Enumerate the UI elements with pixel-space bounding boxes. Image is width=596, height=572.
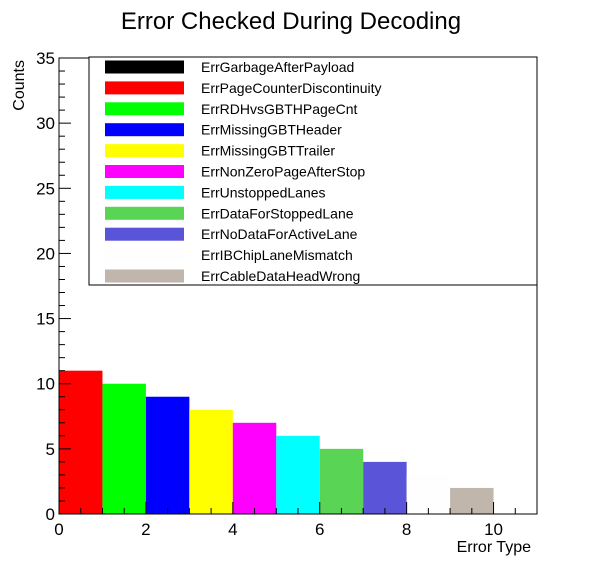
x-tick-label: 10 [484, 520, 503, 539]
legend-swatch [105, 81, 184, 94]
legend-label: ErrDataForStoppedLane [201, 205, 354, 221]
legend-label: ErrNonZeroPageAfterStop [201, 164, 365, 180]
bar-ErrMissingGBTHeader [146, 397, 189, 514]
bar-ErrNoDataForActiveLane [363, 462, 406, 514]
legend-label: ErrGarbageAfterPayload [201, 59, 354, 75]
bar-ErrRDHvsGBTHPageCnt [102, 384, 145, 514]
legend-swatch [105, 228, 184, 241]
x-tick-label: 6 [315, 520, 324, 539]
legend-swatch [105, 165, 184, 178]
legend-label: ErrMissingGBTHeader [201, 122, 342, 138]
legend-swatch [105, 61, 184, 74]
bar-ErrDataForStoppedLane [320, 449, 363, 514]
x-tick-label: 8 [402, 520, 411, 539]
y-axis-label: Counts [11, 60, 28, 111]
legend-swatch [105, 144, 184, 157]
legend-swatch [105, 102, 184, 115]
y-tick-label: 15 [36, 310, 55, 329]
x-axis-label: Error Type [457, 539, 532, 556]
y-tick-label: 5 [46, 440, 55, 459]
legend: ErrGarbageAfterPayload ErrPageCounterDisc… [89, 57, 537, 285]
x-tick-label: 2 [141, 520, 150, 539]
legend-swatch [105, 186, 184, 199]
legend-swatch [105, 249, 184, 262]
x-tick-label: 0 [54, 520, 63, 539]
y-tick-label: 25 [36, 179, 55, 198]
y-tick-label: 10 [36, 375, 55, 394]
bars-layer [59, 371, 494, 514]
legend-swatch [105, 123, 184, 136]
bar-ErrUnstoppedLanes [276, 436, 319, 514]
legend-label: ErrCableDataHeadWrong [201, 268, 360, 284]
bar-ErrPageCounterDiscontinuity [59, 371, 102, 514]
bar-ErrNonZeroPageAfterStop [233, 423, 276, 514]
chart-title: Error Checked During Decoding [121, 8, 461, 35]
y-tick-label: 20 [36, 244, 55, 263]
y-tick-label: 35 [36, 49, 55, 68]
legend-label: ErrIBChipLaneMismatch [201, 247, 353, 263]
legend-swatch [105, 270, 184, 283]
y-tick-label: 30 [36, 114, 55, 133]
legend-label: ErrUnstoppedLanes [201, 184, 326, 200]
legend-swatch [105, 207, 184, 220]
legend-label: ErrMissingGBTTrailer [201, 143, 335, 159]
bar-ErrMissingGBTTrailer [189, 410, 232, 514]
legend-label: ErrNoDataForActiveLane [201, 226, 358, 242]
legend-label: ErrRDHvsGBTHPageCnt [201, 101, 357, 117]
x-tick-label: 4 [228, 520, 237, 539]
legend-label: ErrPageCounterDiscontinuity [201, 80, 382, 96]
